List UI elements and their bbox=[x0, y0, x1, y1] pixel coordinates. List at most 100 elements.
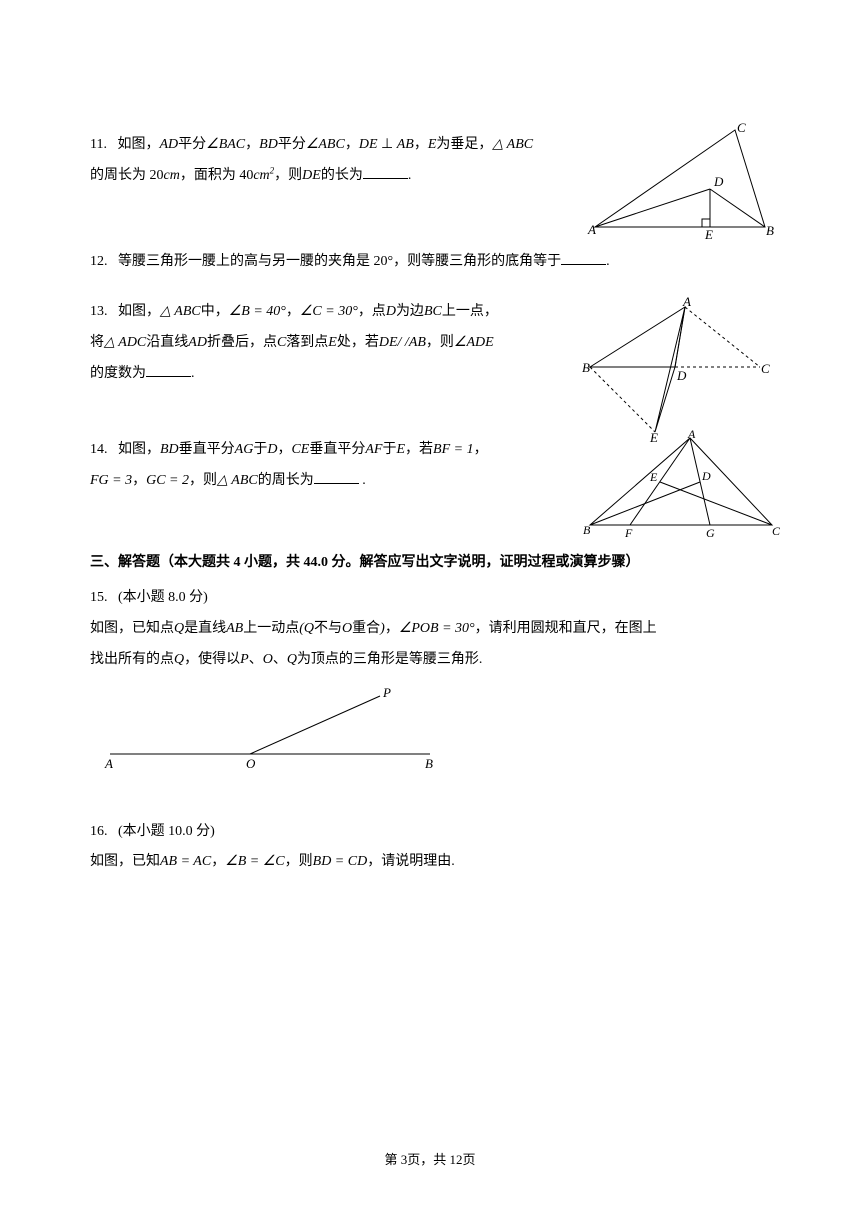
q13-t3: ， bbox=[286, 304, 300, 319]
q11-tri: △ ABC bbox=[492, 137, 533, 152]
q16-t3: ，则 bbox=[285, 854, 313, 869]
q15-num: 15. bbox=[90, 590, 108, 605]
q11-t11: 的长为 bbox=[321, 168, 363, 183]
q13-t7: 将 bbox=[90, 335, 104, 350]
q14-t3: 于 bbox=[253, 442, 267, 457]
q14-t5: 垂直平分 bbox=[309, 442, 365, 457]
q15-t11: 、 bbox=[273, 652, 287, 667]
q15-t1: 如图，已知点 bbox=[90, 621, 174, 636]
q13-t5: 为边 bbox=[396, 304, 424, 319]
figure-q14: A B C D E F G bbox=[580, 430, 780, 540]
q13-t1: 如图， bbox=[118, 304, 160, 319]
q14-t9: ， bbox=[132, 473, 146, 488]
footer-m: 页，共 bbox=[407, 1152, 449, 1167]
svg-text:B: B bbox=[425, 756, 433, 769]
question-11: 11. 如图，AD平分∠BAC，BD平分∠ABC，DE ⊥ AB，E为垂足，△ … bbox=[90, 130, 770, 192]
svg-text:A: A bbox=[687, 430, 696, 441]
svg-text:F: F bbox=[624, 526, 633, 540]
q15-t9: ，使得以 bbox=[184, 652, 240, 667]
q15-Q3: Q bbox=[287, 652, 297, 667]
q14-blank bbox=[314, 470, 359, 484]
svg-text:D: D bbox=[676, 368, 687, 383]
q16-num: 16. bbox=[90, 824, 108, 839]
figure-q13: A B C D E bbox=[580, 297, 770, 442]
q13-tri: △ ABC bbox=[160, 304, 201, 319]
svg-text:E: E bbox=[649, 470, 658, 484]
q11-perim: 20 bbox=[150, 168, 164, 183]
q15-t7: ，请利用圆规和直尺，在图上 bbox=[475, 621, 657, 636]
svg-text:B: B bbox=[582, 360, 590, 375]
q11-t7: 为垂足， bbox=[436, 137, 492, 152]
q13-num: 13. bbox=[90, 304, 108, 319]
q11-t6: ， bbox=[414, 137, 428, 152]
q14-t2: 垂直平分 bbox=[179, 442, 235, 457]
q15-t5: 重合 bbox=[352, 621, 380, 636]
q13-D: D bbox=[386, 304, 396, 319]
question-13: 13. 如图，△ ABC中，∠B = 40°，∠C = 30°，点D为边BC上一… bbox=[90, 297, 770, 389]
q14-t1: 如图， bbox=[118, 442, 160, 457]
q11-AB: AB bbox=[397, 137, 414, 152]
q13-AB: AB bbox=[409, 335, 426, 350]
q15-angPOB: ∠POB = 30° bbox=[399, 621, 475, 636]
q14-t8: ， bbox=[474, 442, 488, 457]
q11-t3: ， bbox=[245, 137, 259, 152]
q12-t1: 等腰三角形一腰上的高与另一腰的夹角是 bbox=[118, 254, 374, 269]
q11-num: 11. bbox=[90, 137, 107, 152]
q11-t10: ，则 bbox=[274, 168, 302, 183]
q13-BC: BC bbox=[424, 304, 442, 319]
svg-text:A: A bbox=[587, 222, 596, 237]
q13-C: C bbox=[277, 335, 286, 350]
q14-CE: CE bbox=[291, 442, 309, 457]
q15-t2: 是直线 bbox=[184, 621, 226, 636]
section-3-header: 三、解答题（本大题共 4 小题，共 44.0 分。解答应写出文字说明，证明过程或… bbox=[90, 551, 770, 571]
q14-FG: FG = 3 bbox=[90, 473, 132, 488]
question-16: 16. (本小题 10.0 分) 如图，已知AB = AC，∠B = ∠C，则B… bbox=[90, 817, 770, 879]
q13-E: E bbox=[328, 335, 337, 350]
svg-text:C: C bbox=[761, 361, 770, 376]
svg-text:E: E bbox=[704, 227, 713, 242]
q11-t9: ，面积为 bbox=[180, 168, 240, 183]
q13-t10: 落到点 bbox=[286, 335, 328, 350]
q14-GC: GC = 2 bbox=[146, 473, 189, 488]
figure-q15: A B O P bbox=[90, 684, 450, 769]
q13-angB: ∠B = 40° bbox=[229, 304, 286, 319]
svg-text:O: O bbox=[246, 756, 256, 769]
q11-area: 40 bbox=[239, 168, 253, 183]
figure-q11: A B C D E bbox=[580, 122, 780, 242]
q14-t4: ， bbox=[277, 442, 291, 457]
svg-text:A: A bbox=[682, 297, 691, 309]
q16-t1: 如图，已知 bbox=[90, 854, 160, 869]
q14-tri: △ ABC bbox=[217, 473, 258, 488]
q15-pts: (本小题 8.0 分) bbox=[118, 590, 208, 605]
footer-r: 页 bbox=[463, 1152, 476, 1167]
q13-t4: ，点 bbox=[358, 304, 386, 319]
q16-t4: ，请说明理由. bbox=[367, 854, 455, 869]
q14-BF: BF = 1 bbox=[433, 442, 474, 457]
q12-t3: . bbox=[606, 254, 610, 269]
q15-lp: (Q bbox=[299, 621, 314, 636]
q15-t8: 找出所有的点 bbox=[90, 652, 174, 667]
q15-Q: Q bbox=[174, 621, 184, 636]
q14-D: D bbox=[267, 442, 277, 457]
footer-total: 12 bbox=[450, 1152, 463, 1167]
q14-t7: ，若 bbox=[405, 442, 433, 457]
svg-text:A: A bbox=[104, 756, 113, 769]
q16-BDCD: BD = CD bbox=[313, 854, 368, 869]
q11-t4: 平分 bbox=[278, 137, 306, 152]
q13-t13: 的度数为 bbox=[90, 366, 146, 381]
q11-perp: ⊥ bbox=[381, 137, 393, 152]
q13-t2: 中， bbox=[201, 304, 229, 319]
q12-t2: ，则等腰三角形的底角等于 bbox=[393, 254, 561, 269]
q15-t4: 不与 bbox=[314, 621, 342, 636]
q12-num: 12. bbox=[90, 254, 108, 269]
q16-angBC: ∠B = ∠C bbox=[225, 854, 284, 869]
svg-text:B: B bbox=[583, 523, 591, 537]
question-15: 15. (本小题 8.0 分) 如图，已知点Q是直线AB上一动点(Q不与O重合)… bbox=[90, 583, 770, 796]
q12-ang: 20° bbox=[374, 254, 394, 269]
q11-t1: 如图， bbox=[117, 137, 159, 152]
svg-text:B: B bbox=[766, 223, 774, 238]
q14-E: E bbox=[396, 442, 405, 457]
q15-AB: AB bbox=[226, 621, 243, 636]
q11-t12: . bbox=[408, 168, 412, 183]
q13-par: / / bbox=[398, 335, 409, 350]
